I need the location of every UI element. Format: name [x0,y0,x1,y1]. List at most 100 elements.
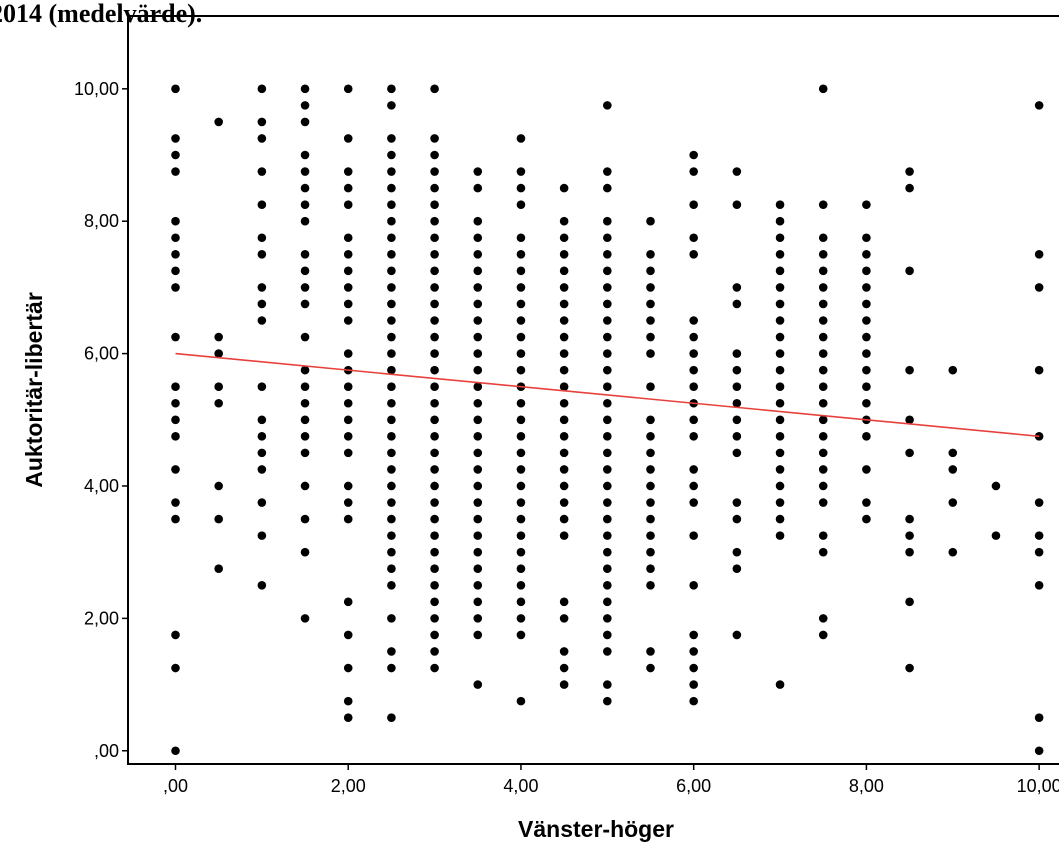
scatter-point [516,432,526,441]
scatter-point [646,415,655,425]
scatter-point [257,233,267,243]
scatter-point [257,448,267,458]
scatter-point [646,481,655,491]
scatter-point [646,316,655,325]
scatter-point [343,415,353,425]
scatter-point [300,101,310,110]
y-tick-label: 4,00 [84,476,119,496]
scatter-point [343,663,353,673]
scatter-point [516,481,526,491]
scatter-point [300,150,310,160]
scatter-point [430,183,439,193]
scatter-point [430,481,439,491]
scatter-point [862,266,871,276]
scatter-point [257,498,267,507]
scatter-point [775,415,785,425]
scatter-point [300,299,310,309]
scatter-point [430,398,439,408]
scatter-point [689,663,698,673]
scatter-point [732,167,742,176]
scatter-point [300,448,310,458]
y-tick-label: 10,00 [74,79,119,99]
scatter-point [732,514,742,524]
scatter-point [862,365,871,375]
scatter-point [775,299,785,309]
scatter-point [603,680,612,689]
scatter-point [430,365,439,375]
scatter-point [689,465,698,474]
scatter-point [300,84,310,94]
scatter-point [732,448,742,458]
scatter-point [516,498,526,507]
scatter-point [387,233,396,243]
scatter-point [905,448,914,458]
scatter-point [732,283,742,292]
scatter-point [343,250,353,259]
scatter-point [387,183,396,193]
scatter-point [818,316,828,325]
scatter-point [559,349,569,358]
scatter-point [818,299,828,309]
scatter-point [214,481,223,491]
scatter-point [905,514,914,524]
scatter-point [818,614,828,623]
scatter-point [430,250,439,259]
scatter-point [1034,498,1044,507]
scatter-point [559,614,569,623]
scatter-point [818,432,828,441]
scatter-point [818,332,828,342]
scatter-point [516,183,526,193]
scatter-point [516,398,526,408]
scatter-point [387,316,396,325]
scatter-point [473,183,483,193]
y-axis-title: Auktoritär-libertär [21,292,47,488]
scatter-point [775,332,785,342]
scatter-point [818,465,828,474]
y-tick-label: ,00 [94,741,119,761]
scatter-point [343,167,353,176]
scatter-point [559,398,569,408]
scatter-point [257,134,267,143]
scatter-point [689,233,698,243]
scatter-point [343,481,353,491]
scatter-point [473,630,483,640]
scatter-point [603,531,612,540]
scatter-point [473,283,483,292]
scatter-point [257,382,267,391]
scatter-point [732,382,742,391]
scatter-point [603,647,612,656]
scatter-point [214,349,223,358]
scatter-point [516,299,526,309]
scatter-point [559,663,569,673]
scatter-point [818,200,828,209]
scatter-point [257,283,267,292]
scatter-point [473,680,483,689]
scatter-point [516,316,526,325]
y-tick-label: 2,00 [84,608,119,628]
x-tick-label: 8,00 [849,776,884,796]
scatter-point [516,250,526,259]
scatter-point [430,597,439,607]
scatter-point [732,398,742,408]
scatter-point [473,448,483,458]
scatter-point [343,283,353,292]
scatter-point [430,84,439,94]
scatter-point [603,432,612,441]
scatter-point [603,398,612,408]
scatter-point [430,150,439,160]
scatter-point [732,498,742,507]
scatter-point [473,614,483,623]
x-axis: ,00 2,00 4,00 6,00 8,00 10,00 [163,764,1059,796]
scatter-point [905,597,914,607]
scatter-point [300,200,310,209]
scatter-point [343,713,353,722]
scatter-point [387,84,396,94]
scatter-point [559,531,569,540]
scatter-point [430,663,439,673]
scatter-point [862,283,871,292]
scatter-point [559,481,569,491]
scatter-point [775,680,785,689]
scatter-point [516,696,526,706]
scatter-point [387,448,396,458]
